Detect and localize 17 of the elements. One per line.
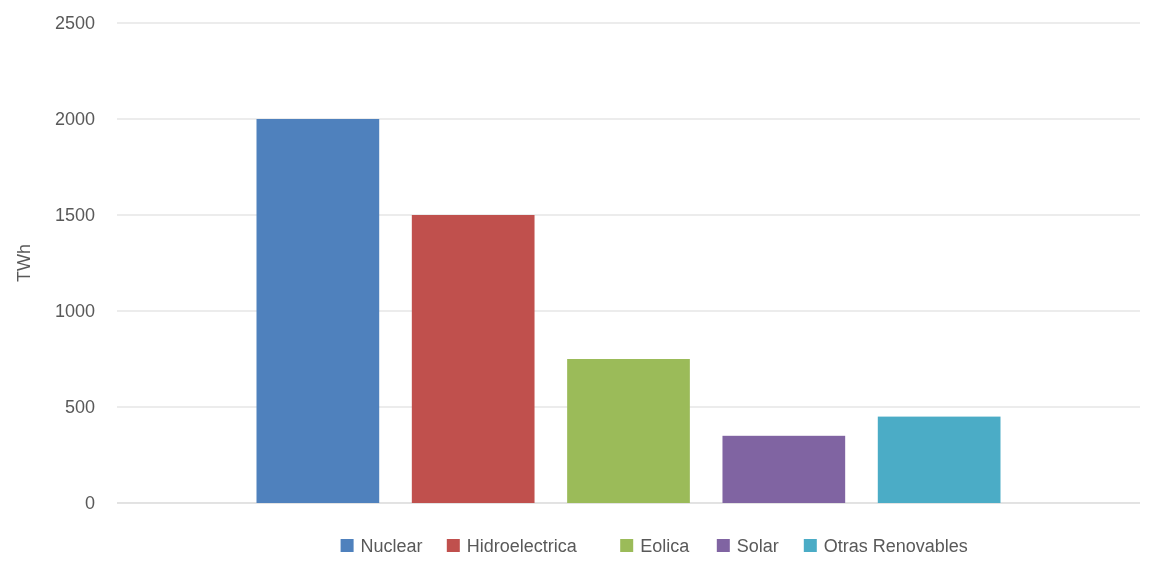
bar [567, 359, 690, 503]
y-axis-title: TWh [14, 244, 34, 282]
y-tick-label: 1000 [54, 301, 95, 322]
bar [411, 215, 535, 503]
legend-label: Hidroelectrica [466, 536, 578, 557]
legend-label: Otras Renovables [823, 536, 968, 557]
legend-label: Solar [736, 536, 779, 557]
y-tick-label: 1500 [54, 205, 95, 226]
bar [722, 435, 846, 503]
y-tick-label: 2000 [54, 109, 95, 130]
bar [256, 119, 380, 503]
y-tick-label: 0 [84, 493, 95, 514]
y-tick-label: 500 [64, 397, 95, 418]
legend-label: Nuclear [360, 536, 423, 557]
bar [877, 416, 1001, 503]
legend-label: Eolica [640, 536, 691, 557]
y-tick-label: 2500 [54, 13, 95, 34]
